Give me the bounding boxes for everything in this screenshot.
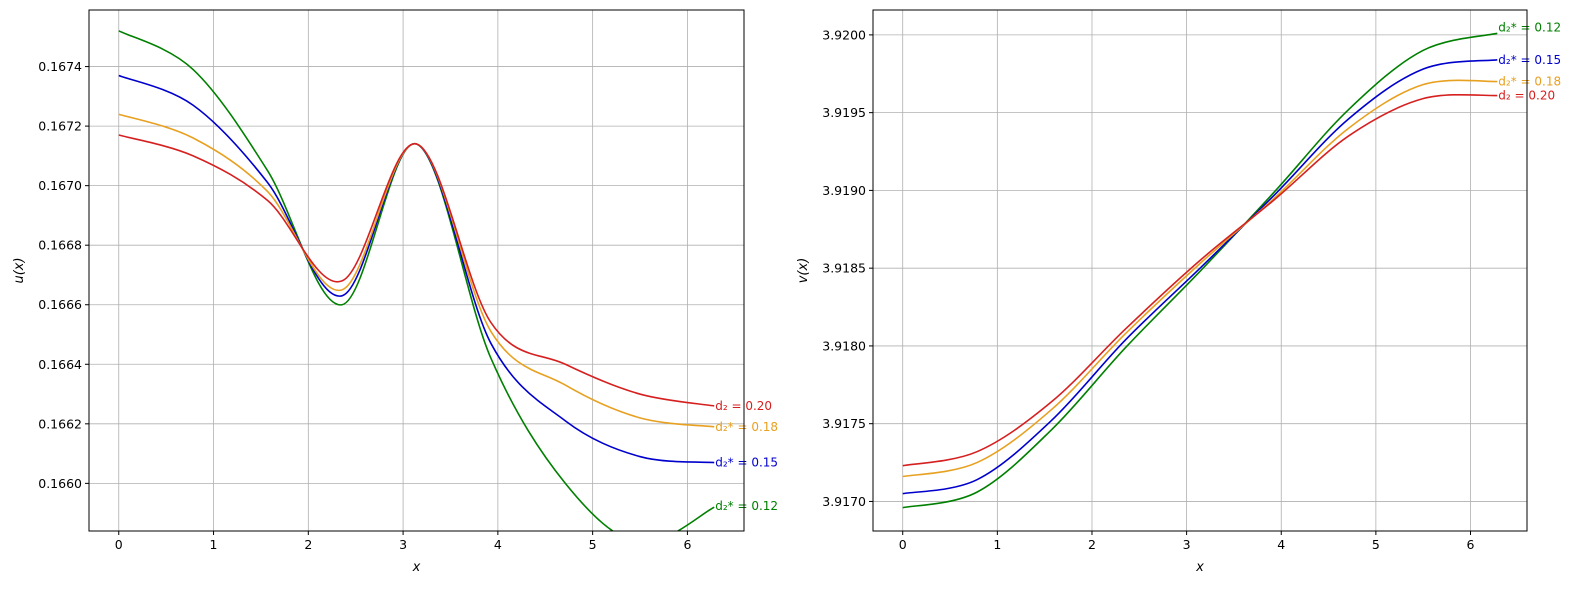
grid (873, 10, 1527, 531)
series-end-label: d₂* = 0.15 (715, 456, 778, 470)
axes-frame (88, 9, 745, 532)
y-tick-label: 3.9180 (822, 338, 866, 353)
y-tick-label: 3.9185 (822, 261, 866, 276)
series-end-label: d₂* = 0.12 (715, 499, 778, 513)
y-tick-label: 3.9175 (822, 416, 866, 431)
series-line (902, 93, 1498, 467)
x-tick-label: 6 (1467, 537, 1475, 552)
series-line (902, 79, 1498, 478)
y-tick-label: 0.1666 (38, 297, 82, 312)
y-tick-label: 3.9190 (822, 183, 866, 198)
y-tick-label: 3.9200 (822, 27, 866, 42)
y-tick-label: 3.9195 (822, 105, 866, 120)
x-tick-label: 6 (683, 537, 691, 552)
x-tick-label: 3 (1183, 537, 1191, 552)
x-tick-label: 2 (304, 537, 312, 552)
series-line (118, 30, 715, 531)
grid (89, 10, 744, 531)
x-tick-label: 5 (589, 537, 597, 552)
y-tick-label: 3.9170 (822, 494, 866, 509)
x-tick-label: 4 (494, 537, 502, 552)
x-axis-label: x (412, 560, 421, 575)
series-line (118, 74, 715, 464)
series-end-label: d₂* = 0.18 (1498, 75, 1561, 89)
y-tick-label: 0.1668 (38, 238, 82, 253)
y-tick-label: 0.1662 (38, 416, 82, 431)
series-line (902, 58, 1498, 495)
axes-frame (872, 9, 1528, 532)
series-end-label: d₂* = 0.15 (1498, 53, 1561, 67)
x-tick-label: 0 (899, 537, 907, 552)
y-tick-label: 0.1670 (38, 178, 82, 193)
x-tick-label: 5 (1372, 537, 1380, 552)
x-tick-label: 0 (115, 537, 123, 552)
series-line (118, 134, 715, 407)
y-tick-label: 0.1674 (38, 59, 82, 74)
series-line (118, 113, 715, 428)
x-tick-label: 3 (399, 537, 407, 552)
y-tick-label: 0.1672 (38, 119, 82, 134)
x-axis-label: x (1195, 560, 1204, 575)
x-tick-label: 1 (210, 537, 218, 552)
series-line (902, 32, 1498, 509)
y-tick-label: 0.1660 (38, 476, 82, 491)
series-end-label: d₂* = 0.18 (715, 420, 778, 434)
y-axis-label: u(x) (12, 257, 27, 283)
x-tick-label: 4 (1277, 537, 1285, 552)
y-axis-label: v(x) (796, 258, 811, 284)
series-end-label: d₂* = 0.12 (1498, 20, 1561, 34)
y-tick-label: 0.1664 (38, 357, 82, 372)
x-tick-label: 1 (993, 537, 1001, 552)
x-tick-label: 2 (1088, 537, 1096, 552)
